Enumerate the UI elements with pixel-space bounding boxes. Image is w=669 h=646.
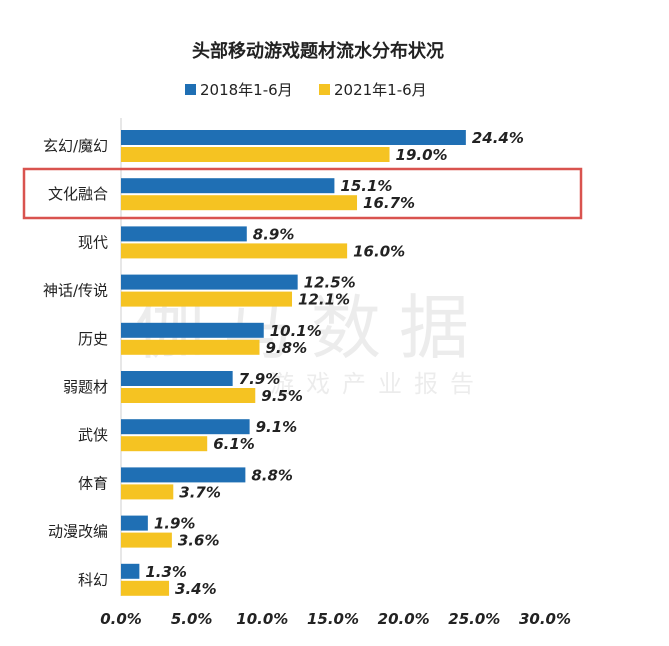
x-axis-ticks: 0.0% 5.0% 10.0% 15.0% 20.0% 25.0% 30.0%: [100, 610, 571, 628]
legend-label-2018: 2018年1-6月: [200, 81, 293, 99]
category-label: 动漫改编: [48, 523, 108, 541]
bar-2018: [121, 371, 233, 386]
bar-2021: [121, 243, 348, 259]
x-tick-label: 25.0%: [448, 610, 500, 628]
bars: [121, 130, 466, 596]
value-label-2021: 9.8%: [266, 339, 308, 357]
category-label: 玄幻/魔幻: [43, 137, 108, 155]
category-label: 弱题材: [63, 378, 108, 396]
value-label-2021: 3.7%: [179, 483, 221, 501]
value-label-2018: 8.9%: [253, 225, 295, 243]
x-tick-label: 10.0%: [236, 610, 288, 628]
legend-label-2021: 2021年1-6月: [334, 81, 427, 99]
value-label-2018: 12.5%: [304, 274, 356, 292]
bar-2021: [121, 484, 174, 500]
x-tick-label: 0.0%: [100, 610, 142, 628]
value-label-2021: 9.5%: [261, 387, 303, 405]
bar-2021: [121, 436, 208, 452]
bar-2021: [121, 580, 170, 596]
category-label: 历史: [78, 330, 108, 348]
value-label-2018: 9.1%: [256, 418, 298, 436]
value-labels: 24.4% 19.0%15.1%16.7% 8.9% 16.0% 12.5%12.1% 1…: [145, 129, 524, 598]
watermark-sub: 游戏产业报告: [270, 370, 486, 398]
value-label-2021: 6.1%: [213, 435, 255, 453]
category-label: 体育: [78, 474, 108, 492]
bar-2018: [121, 419, 250, 435]
value-label-2018: 1.3%: [145, 563, 187, 581]
category-label: 科幻: [78, 571, 108, 589]
bar-2021: [121, 147, 390, 162]
bar-2018: [121, 226, 247, 242]
value-label-2018: 8.8%: [251, 466, 293, 484]
bar-2018: [121, 130, 466, 145]
bar-2018: [121, 178, 335, 194]
value-label-2021: 16.0%: [353, 242, 405, 260]
bar-2018: [121, 563, 140, 579]
legend-swatch-2021: [319, 84, 330, 95]
bar-2021: [121, 339, 260, 355]
bar-2018: [121, 515, 148, 531]
value-label-2018: 15.1%: [340, 177, 392, 195]
x-tick-label: 15.0%: [307, 610, 359, 628]
x-tick-label: 30.0%: [519, 610, 571, 628]
value-label-2021: 3.6%: [178, 532, 220, 550]
highlight-box: [22, 167, 583, 220]
category-label: 现代: [78, 233, 108, 251]
x-tick-label: 20.0%: [378, 610, 430, 628]
category-label: 武侠: [78, 426, 108, 444]
value-label-2021: 19.0%: [396, 146, 448, 164]
value-label-2018: 7.9%: [239, 370, 281, 388]
value-label-2018: 10.1%: [270, 322, 322, 340]
chart-title: 头部移动游戏题材流水分布状况: [192, 40, 444, 62]
category-label: 神话/传说: [43, 282, 108, 300]
bar-2021: [121, 388, 256, 403]
bar-2018: [121, 467, 246, 483]
value-label-2018: 1.9%: [154, 515, 196, 533]
value-label-2021: 3.4%: [175, 580, 217, 598]
bar-2021: [121, 532, 172, 548]
bar-2018: [121, 274, 298, 290]
value-label-2021: 16.7%: [363, 194, 415, 212]
value-label-2021: 12.1%: [298, 291, 350, 309]
bar-2021: [121, 195, 358, 211]
bar-2018: [121, 322, 264, 338]
value-label-2018: 24.4%: [472, 129, 524, 147]
bar-2021: [121, 291, 293, 307]
legend: 2018年1-6月 2021年1-6月: [185, 81, 427, 99]
x-tick-label: 5.0%: [171, 610, 213, 628]
category-label: 文化融合: [48, 185, 108, 203]
legend-swatch-2018: [185, 84, 196, 95]
